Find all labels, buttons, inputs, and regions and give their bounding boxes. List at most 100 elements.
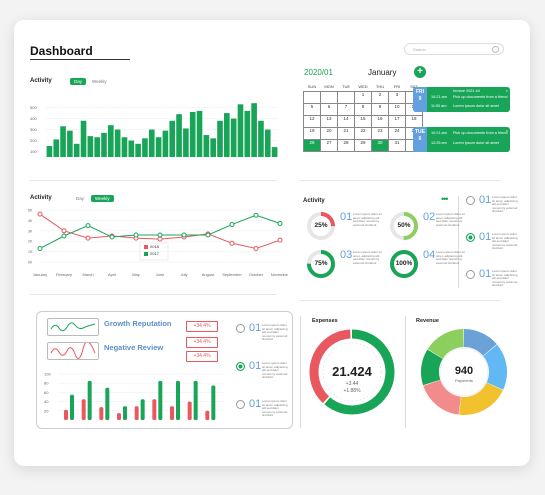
calendar-day[interactable]: 23 [371,127,389,140]
activity-bar[interactable] [87,136,94,157]
calendar-day[interactable]: 15 [354,115,372,128]
donut-slice[interactable] [482,344,507,390]
reputation-bar[interactable] [81,399,86,420]
calendar-day[interactable]: 8 [354,103,372,116]
data-point[interactable] [253,245,259,251]
activity-bar[interactable] [217,120,223,157]
activity-bar[interactable] [108,125,114,157]
add-event-button[interactable]: + [414,66,426,78]
calendar-day[interactable]: 19 [303,127,321,140]
data-point[interactable] [133,232,139,238]
reputation-bar[interactable] [64,409,68,420]
donut-slice[interactable] [427,329,465,360]
calendar-day[interactable]: 5 [303,103,321,116]
donut-slice[interactable] [324,329,395,415]
data-point[interactable] [205,232,211,238]
calendar-day[interactable]: 17 [388,115,406,128]
radio-button[interactable] [466,270,475,279]
activity-bar[interactable] [135,143,141,157]
activity-bar[interactable] [176,114,182,157]
data-point[interactable] [61,233,67,239]
data-point[interactable] [157,236,163,242]
tab-day[interactable]: Day [70,78,87,85]
activity-bar[interactable] [196,110,203,157]
data-point[interactable] [229,222,235,228]
calendar-day[interactable]: 30 [371,139,389,152]
calendar-day[interactable]: 26 [303,139,321,152]
search-input[interactable]: Search [404,43,504,55]
more-icon[interactable]: ••• [441,194,449,204]
calendar-day[interactable]: 7 [337,103,355,116]
activity-bar[interactable] [162,130,169,157]
reputation-bar[interactable] [211,385,216,421]
data-point[interactable] [85,223,91,229]
activity-bar[interactable] [210,138,216,157]
activity-bar[interactable] [128,140,135,157]
calendar-day[interactable]: 28 [337,139,355,152]
calendar-day[interactable]: 16 [371,115,389,128]
radio-button[interactable] [236,362,245,371]
calendar-day[interactable]: 29 [354,139,372,152]
tab-weekly[interactable]: Weekly [91,195,114,202]
calendar-day[interactable]: 21 [337,127,355,140]
activity-bar[interactable] [258,120,264,157]
activity-bar[interactable] [251,103,257,157]
radio-button[interactable] [236,324,245,333]
activity-bar[interactable] [67,130,73,157]
calendar-day[interactable]: 3 [388,91,406,104]
close-icon[interactable]: × [505,88,508,93]
tab-day[interactable]: Day [76,196,85,201]
activity-bar[interactable] [169,120,176,157]
data-point[interactable] [37,211,43,217]
activity-bar[interactable] [271,147,278,157]
activity-bar[interactable] [114,129,121,157]
reputation-bar[interactable] [87,380,92,420]
calendar-day[interactable]: 2 [371,91,389,104]
activity-bar[interactable] [244,110,251,157]
activity-bar[interactable] [142,138,148,157]
event-card-2[interactable]: TUE 6 10:21 am Pick up documents from a f… [413,127,510,152]
activity-bar[interactable] [148,129,155,157]
reputation-bar[interactable] [134,406,139,420]
donut-slice[interactable] [459,382,503,415]
activity-bar[interactable] [230,118,237,157]
data-point[interactable] [85,235,91,241]
data-point[interactable] [277,237,283,243]
donut-slice[interactable] [421,349,443,386]
activity-bar[interactable] [94,137,100,157]
calendar-day[interactable]: 24 [388,127,406,140]
reputation-bar[interactable] [105,387,110,420]
calendar-day[interactable]: 14 [337,115,355,128]
reputation-bar[interactable] [170,406,174,420]
activity-bar[interactable] [155,137,162,157]
calendar-day[interactable]: 22 [354,127,372,140]
activity-bar[interactable] [53,139,60,157]
reputation-bar[interactable] [193,380,198,420]
activity-bar[interactable] [183,128,189,157]
activity-bar[interactable] [224,113,230,157]
radio-button[interactable] [236,400,245,409]
calendar-day[interactable]: 1 [354,91,372,104]
data-point[interactable] [109,234,115,240]
data-point[interactable] [253,212,259,218]
reputation-bar[interactable] [117,413,121,420]
calendar-day[interactable]: 13 [320,115,338,128]
reputation-bar[interactable] [123,406,127,420]
reputation-bar[interactable] [152,399,157,420]
calendar-day[interactable]: 6 [320,103,338,116]
event-card-1[interactable]: FRI 9 Invoice 2021 #4 10:21 am Pick up do… [413,87,510,112]
tab-weekly[interactable]: Weekly [92,79,107,84]
activity-bar[interactable] [237,104,244,157]
activity-bar[interactable] [121,137,128,157]
calendar-day[interactable]: 18 [405,115,423,128]
data-point[interactable] [61,228,67,234]
reputation-bar[interactable] [187,401,192,420]
donut-slice[interactable] [309,329,351,403]
reputation-bar[interactable] [140,399,145,420]
activity-bar[interactable] [264,129,271,157]
activity-bar[interactable] [60,126,66,157]
reputation-bar[interactable] [70,394,74,420]
calendar-day[interactable]: 12 [303,115,321,128]
activity-bar[interactable] [189,111,196,157]
radio-button[interactable] [466,233,475,242]
